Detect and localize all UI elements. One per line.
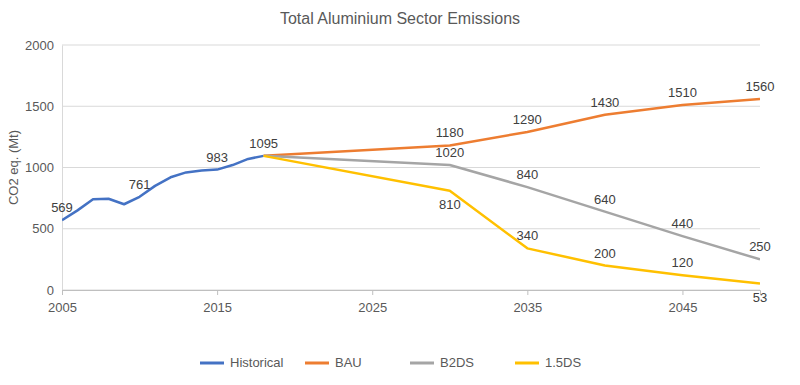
data-label: 640 [594, 192, 616, 207]
series-line [62, 156, 264, 220]
legend-symbol [410, 362, 434, 365]
data-label: 53 [753, 290, 767, 305]
x-axis: 2005 2015 2025 2035 2045 [48, 290, 760, 315]
x-tick-mark [527, 290, 528, 295]
data-label: 120 [672, 255, 694, 270]
y-tick: 2000 [25, 38, 62, 53]
y-tick: 500 [32, 221, 62, 236]
grid [62, 45, 760, 290]
legend-label: B2DS [440, 355, 474, 370]
data-labels: 569 761 983 1095 1180 1290 1430 1510 1560 1020 840… [51, 79, 774, 305]
y-tick-label: 1000 [25, 160, 54, 175]
legend-label: BAU [335, 355, 362, 370]
chart: Total Aluminium Sector Emissions CO2 eq. … [0, 0, 800, 385]
data-label: 1095 [249, 136, 278, 151]
data-label: 250 [749, 239, 771, 254]
x-tick-label: 2035 [513, 300, 542, 315]
data-label: 983 [206, 150, 228, 165]
legend-symbol [305, 362, 329, 365]
legend-label: 1.5DS [545, 355, 581, 370]
x-tick-mark [217, 290, 218, 295]
x-tick: 2025 [358, 290, 387, 315]
x-tick-mark [62, 290, 63, 295]
x-tick-mark [372, 290, 373, 295]
data-label: 810 [439, 197, 461, 212]
y-axis-title: CO2 eq. (Mt) [6, 130, 21, 205]
x-tick-label: 2025 [358, 300, 387, 315]
y-tick: 0 [47, 283, 62, 298]
data-label: 1510 [668, 85, 697, 100]
grid-line [62, 167, 760, 168]
data-label: 440 [672, 216, 694, 231]
data-label: 200 [594, 246, 616, 261]
x-tick: 2015 [203, 290, 232, 315]
y-tick: 1000 [25, 160, 62, 175]
y-tick-label: 0 [47, 283, 54, 298]
legend-symbol [200, 362, 224, 365]
data-label: 340 [516, 228, 538, 243]
grid-line [62, 106, 760, 107]
chart-title: Total Aluminium Sector Emissions [280, 10, 520, 27]
y-tick-label: 500 [32, 221, 54, 236]
y-axis: 0 500 1000 1500 2000 [25, 38, 62, 298]
data-label: 1180 [436, 125, 464, 140]
data-label: 569 [51, 200, 73, 215]
x-tick: 2005 [48, 290, 77, 315]
y-tick-label: 2000 [25, 38, 54, 53]
legend-label: Historical [230, 355, 284, 370]
x-tick-label: 2005 [48, 300, 77, 315]
y-tick-label: 1500 [25, 99, 54, 114]
series-line [264, 156, 760, 260]
series-line [264, 156, 760, 284]
y-tick: 1500 [25, 99, 62, 114]
plot-lines [62, 99, 760, 284]
legend-symbol [515, 362, 539, 365]
data-label: 1290 [513, 112, 542, 127]
x-tick: 2035 [513, 290, 542, 315]
data-label: 1560 [746, 79, 775, 94]
legend: Historical BAU B2DS 1.5DS [200, 355, 581, 370]
data-label: 761 [129, 177, 151, 192]
data-label: 840 [516, 167, 538, 182]
grid-line [62, 45, 760, 46]
x-tick-label: 2015 [203, 300, 232, 315]
data-label: 1020 [435, 145, 464, 160]
x-tick: 2045 [668, 290, 697, 315]
x-tick-mark [682, 290, 683, 295]
data-label: 1430 [590, 95, 619, 110]
x-axis-line [63, 291, 761, 296]
x-tick-label: 2045 [668, 300, 697, 315]
series-line [264, 99, 760, 156]
y-axis-line [62, 46, 63, 291]
